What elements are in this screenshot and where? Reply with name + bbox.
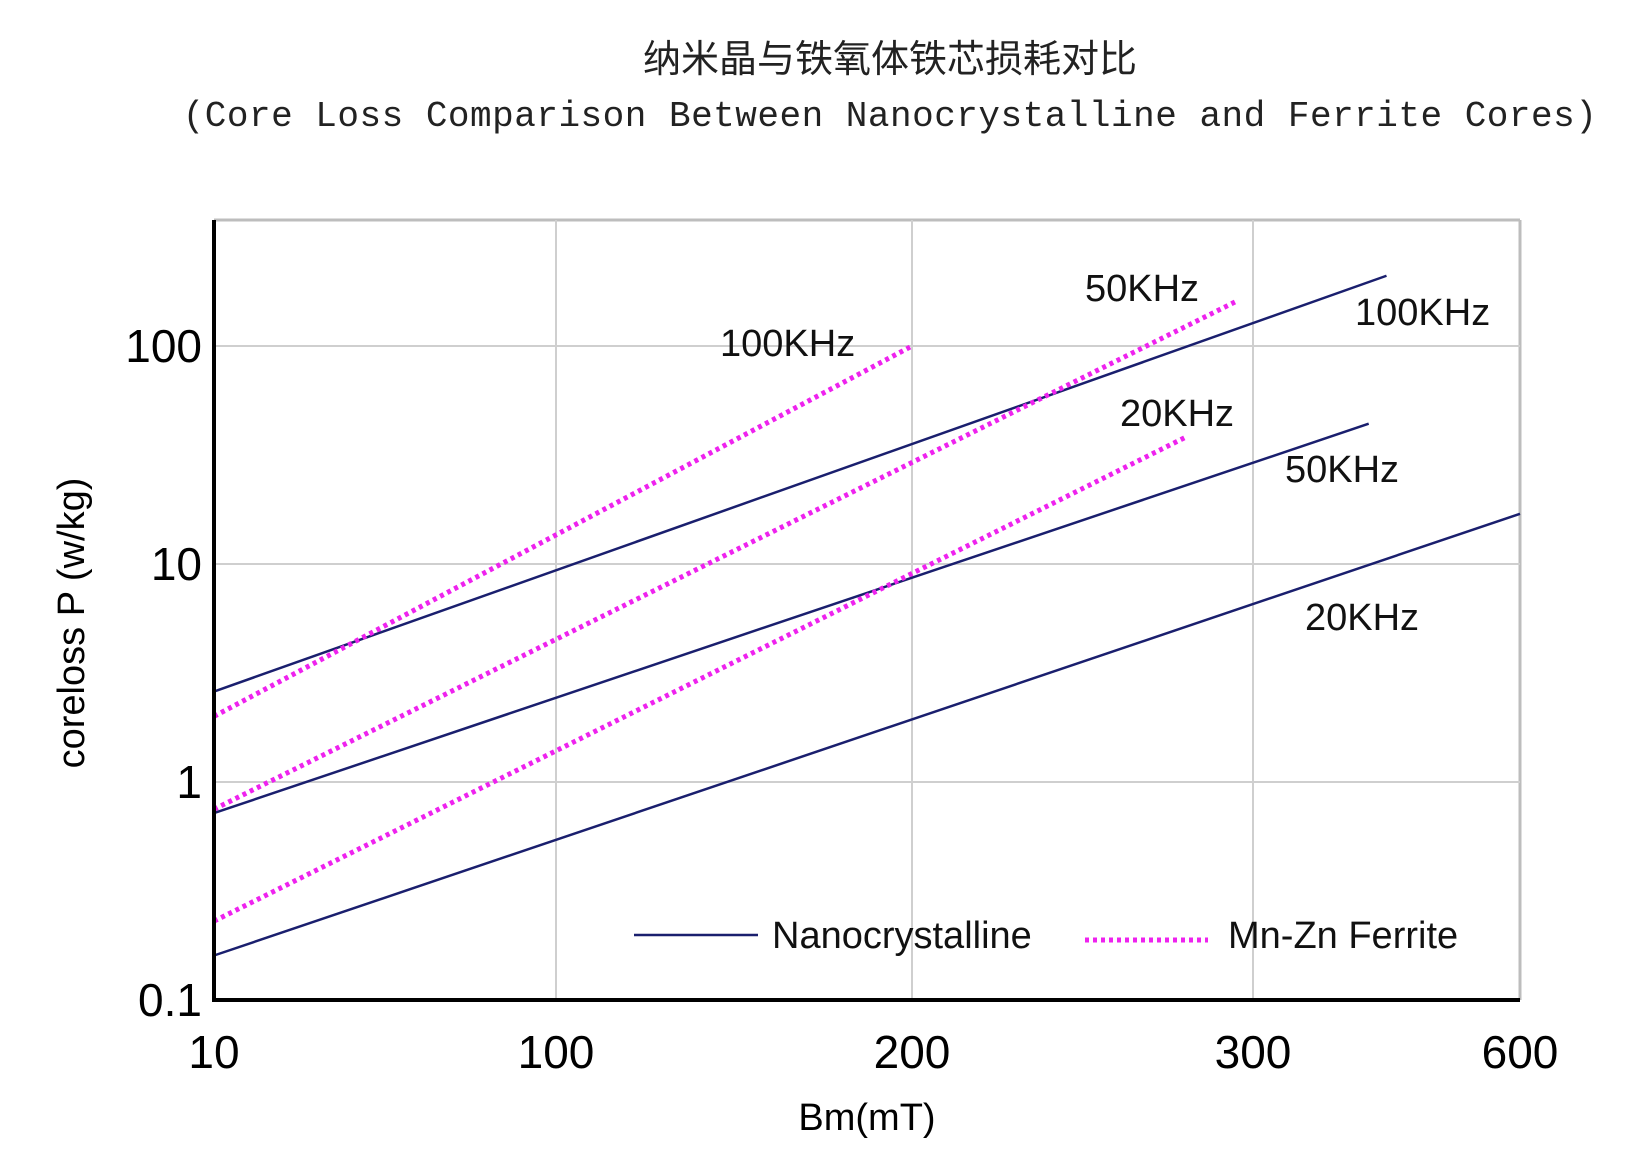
ferrite-line-20khz xyxy=(212,435,1186,924)
x-tick-label: 10 xyxy=(188,1026,239,1078)
chart-title-cn: 纳米晶与铁氧体铁芯损耗对比 xyxy=(642,37,1137,81)
ferrite-line-50khz xyxy=(212,299,1238,812)
curve-label-50khz: 50KHz xyxy=(1285,449,1399,491)
legend: Nanocrystalline Mn-Zn Ferrite xyxy=(634,915,1458,957)
nanocrystalline-line-20khz xyxy=(213,512,1521,957)
x-tick-label: 100 xyxy=(518,1026,595,1078)
curve-label-50khz: 50KHz xyxy=(1085,268,1199,310)
x-tick-label: 600 xyxy=(1482,1026,1559,1078)
curve-label-20khz: 20KHz xyxy=(1120,393,1234,435)
curve-label-100khz: 100KHz xyxy=(720,323,855,365)
legend-label-nanocrystalline: Nanocrystalline xyxy=(772,915,1032,957)
y-tick-label: 10 xyxy=(151,538,202,590)
y-axis-title: coreloss P (w/kg) xyxy=(51,478,93,769)
y-tick-label: 100 xyxy=(125,320,202,372)
nanocrystalline-line-50khz xyxy=(213,422,1370,815)
chart-title-en: (Core Loss Comparison Between Nanocrysta… xyxy=(182,96,1598,137)
series-layer xyxy=(212,274,1521,957)
x-tick-label: 200 xyxy=(874,1026,951,1078)
curve-label-20khz: 20KHz xyxy=(1305,597,1419,639)
y-tick-label: 1 xyxy=(176,756,202,808)
nanocrystalline-line-100khz xyxy=(213,274,1387,693)
legend-label-ferrite: Mn-Zn Ferrite xyxy=(1228,915,1458,957)
grid-layer xyxy=(214,218,1522,1000)
curve-label-100khz: 100KHz xyxy=(1355,292,1490,334)
axis-layer xyxy=(212,220,1520,1002)
label-layer: 10 100 200 300 600 0.1 1 10 100 Bm(mT) coreloss P … xyxy=(51,268,1558,1139)
y-tick-label: 0.1 xyxy=(138,974,202,1026)
ferrite-line-100khz xyxy=(212,343,914,719)
x-tick-label: 300 xyxy=(1215,1026,1292,1078)
x-axis-title: Bm(mT) xyxy=(798,1097,935,1139)
